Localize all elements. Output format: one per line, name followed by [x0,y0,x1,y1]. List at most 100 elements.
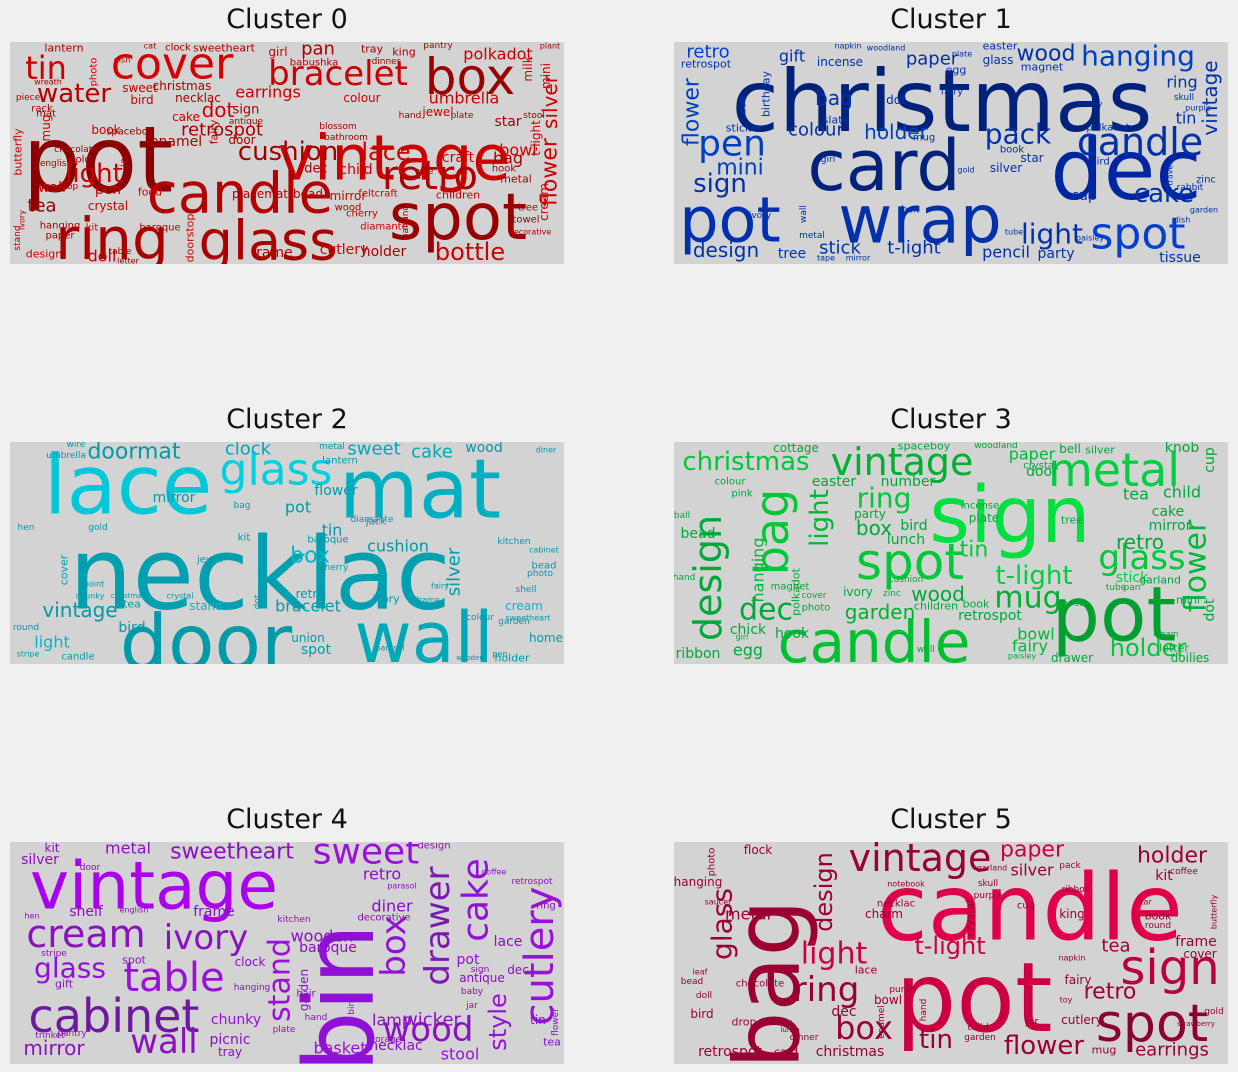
cloud-word: garden [845,600,916,624]
cloud-word: christmas [111,592,146,600]
cloud-word: wreath [34,78,62,87]
cloud-word: cabinet [529,546,559,555]
cloud-word: decorative [357,913,410,924]
cloud-word: english [120,906,149,915]
cloud-word: case [736,95,749,121]
cloud-word: cream [505,599,543,613]
cloud-word: cake [1134,179,1194,209]
cloud-word: bowl [499,141,536,160]
cloud-word: union [291,631,325,645]
cloud-word: vintage [831,442,974,484]
cloud-word: chunky [211,1012,261,1028]
cloud-word: retro [1084,980,1137,1005]
cloud-word: hen [18,523,35,533]
cloud-word: candle [61,652,94,663]
cloud-word: style [484,993,512,1051]
cloud-word: holder [864,120,928,144]
cloud-word: pantry [423,42,453,51]
cloud-word: jar [118,152,131,168]
panel-cluster-0: Cluster 0 pot vintage spot candle ring glass b… [10,4,564,266]
cloud-word: lantern [322,456,358,467]
word-cloud: christmas card dec wrap pot spot candle pen hang… [674,42,1228,264]
cloud-word: t-light [995,561,1072,591]
cloud-word: pot [895,942,1052,1054]
cloud-word: mirror [1149,518,1192,534]
cloud-word: garland [1139,574,1181,587]
cloud-word: mat [339,443,501,538]
cloud-word: pot [23,107,174,214]
cloud-word: metal [105,842,151,858]
cloud-word: paisley [1076,234,1105,243]
cloud-word: doll [696,991,712,1001]
cloud-word: sweet [122,81,158,95]
cloud-word: piece [16,93,41,103]
cloud-word: frame [416,596,440,605]
cloud-word: mirror [846,254,871,263]
cloud-word: bird [1090,157,1109,168]
cloud-word: jewel [421,105,453,119]
cloud-word: gold [957,166,974,175]
cloud-word: vintage [30,848,278,925]
cloud-word: cover [111,42,234,90]
cloud-word: birthday [760,70,773,117]
cloud-word: pen [698,124,766,165]
cloud-word: diamante [351,515,394,525]
cloud-word: butterfly [12,128,25,176]
cloud-word: bird [130,93,153,107]
cloud-word: clock [225,442,272,460]
cloud-word: purple [974,891,1003,901]
cloud-word: cream [1153,630,1178,639]
cloud-word: butterfly [1210,895,1219,930]
cloud-word: ribbon [1062,885,1091,895]
cloud-word: pan [1124,583,1141,593]
cloud-word: mirror [23,1036,85,1060]
cloud-word: wire [415,167,434,177]
cloud-word: purse [1059,599,1085,609]
cloud-word: light [801,937,868,972]
cloud-word: zinc [883,589,901,599]
cloud-word: box [425,48,515,106]
cloud-word: photo [527,569,553,579]
cloud-word: napkin [1059,954,1086,963]
cloud-word: skull [978,879,998,889]
cloud-word: star [1020,151,1043,165]
cloud-word: sign [693,169,747,199]
cloud-word: lace [44,442,213,534]
cloud-word: design [810,852,838,932]
cloud-word: wood [1017,42,1076,67]
cloud-word: enamel [150,134,202,150]
cloud-word: plate [969,511,999,525]
cloud-word: chocolate [736,979,785,990]
cloud-word: book [963,598,990,611]
cloud-word: girl [821,155,835,165]
cloud-word: wall [917,645,935,655]
cloud-word: incense [961,501,999,512]
cloud-word: napkin [835,42,862,51]
cloud-word: doorstop [184,214,197,263]
cloud-word: food [138,186,162,199]
cloud-word: knob [1165,442,1200,456]
cloud-word: cake [456,858,497,942]
cloud-word: holder [494,652,530,665]
cloud-word: dec [1050,121,1201,219]
cloud-word: cutlery [320,242,369,258]
cloud-word: light [1021,218,1083,251]
cloud-word: kit [45,842,60,855]
cloud-word: sweetheart [170,842,294,865]
cloud-word: holder [362,244,407,260]
cloud-word: polkadot [463,45,532,64]
cloud-word: bowl [874,993,902,1007]
cloud-word: bird [347,997,357,1014]
cloud-word: pack [985,118,1052,151]
cloud-word: fairy [941,87,964,98]
cloud-word: cherry [320,563,349,573]
cloud-word: retro [1116,530,1164,554]
cloud-word: sweetheart [505,614,550,623]
cloud-word: dot [253,594,263,609]
cloud-word: dish [114,56,131,65]
cloud-word: letter [1159,642,1189,655]
cloud-word: wooden [456,654,483,662]
cloud-word: flock [744,843,772,857]
cloud-word: table [109,247,132,257]
